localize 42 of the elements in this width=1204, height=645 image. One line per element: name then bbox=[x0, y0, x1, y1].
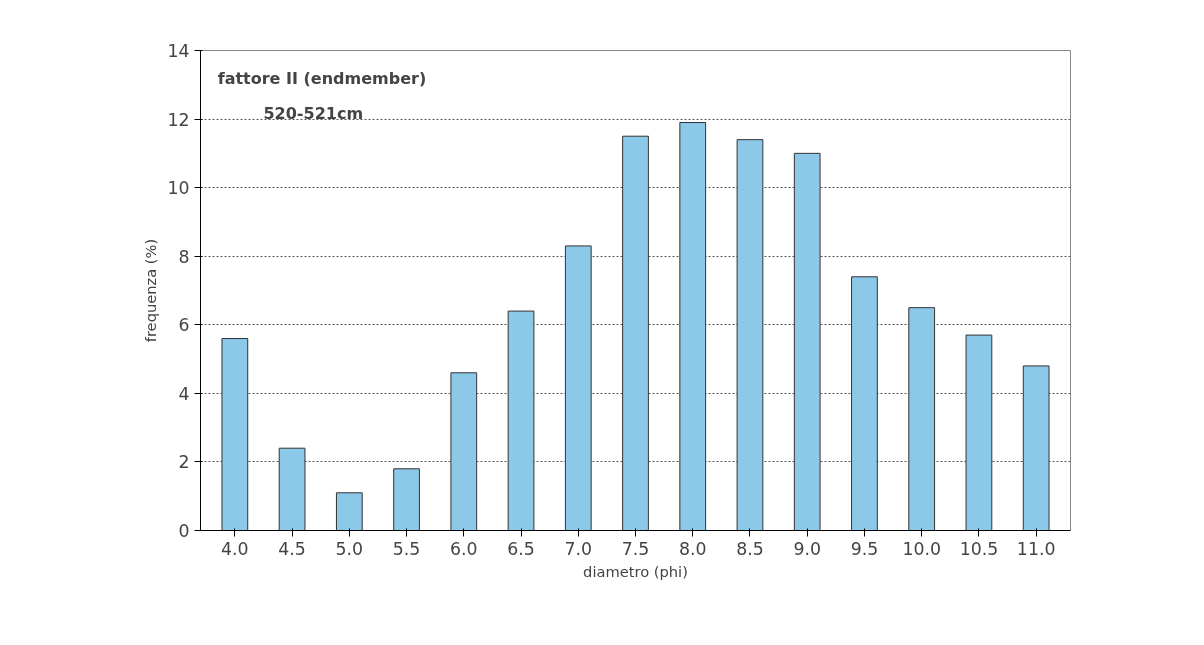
bar bbox=[679, 122, 707, 531]
x-tick-label: 10.5 bbox=[959, 538, 999, 559]
x-tick-label: 8.0 bbox=[678, 538, 707, 559]
y-axis-title: frequenza (%) bbox=[142, 238, 160, 343]
x-tick-label: 7.0 bbox=[564, 538, 593, 559]
x-tick-label: 8.5 bbox=[736, 538, 764, 559]
annotation: 520-521cm bbox=[263, 103, 364, 123]
y-tick-label: 2 bbox=[178, 452, 190, 473]
bar bbox=[278, 447, 306, 531]
bar bbox=[335, 492, 363, 531]
x-tick-label: 5.5 bbox=[392, 538, 421, 559]
bar bbox=[736, 139, 764, 531]
bar bbox=[393, 468, 420, 531]
x-tick-label: 10.0 bbox=[902, 538, 941, 559]
x-tick-label: 4.5 bbox=[278, 538, 306, 559]
bar bbox=[564, 245, 592, 531]
x-axis-title: diametro (phi) bbox=[583, 562, 688, 580]
x-tick-label: 7.5 bbox=[621, 538, 650, 559]
bar bbox=[793, 152, 821, 531]
bar bbox=[965, 334, 993, 531]
y-tick-label: 6 bbox=[178, 315, 190, 336]
x-tick-label: 11.0 bbox=[1016, 538, 1056, 559]
x-tick-label: 5.0 bbox=[335, 538, 364, 559]
bar bbox=[851, 276, 878, 531]
x-tick-label: 6.5 bbox=[507, 538, 535, 559]
y-tick-label: 12 bbox=[167, 109, 190, 130]
bar bbox=[908, 307, 936, 531]
bar bbox=[622, 135, 649, 531]
bar bbox=[507, 310, 535, 531]
y-tick-label: 4 bbox=[178, 383, 190, 404]
bar bbox=[1022, 365, 1050, 531]
x-tick-label: 9.5 bbox=[850, 538, 879, 559]
y-tick-label: 0 bbox=[178, 521, 190, 541]
x-tick-label: 4.0 bbox=[221, 538, 249, 559]
bar bbox=[221, 338, 249, 531]
y-tick-label: 14 bbox=[167, 41, 190, 61]
annotation: fattore II (endmember) bbox=[217, 69, 427, 89]
x-tick-label: 6.0 bbox=[450, 538, 478, 559]
y-tick-label: 10 bbox=[167, 178, 190, 199]
bar bbox=[450, 372, 478, 531]
y-tick-label: 8 bbox=[178, 246, 190, 267]
x-tick-label: 9.0 bbox=[793, 538, 821, 559]
